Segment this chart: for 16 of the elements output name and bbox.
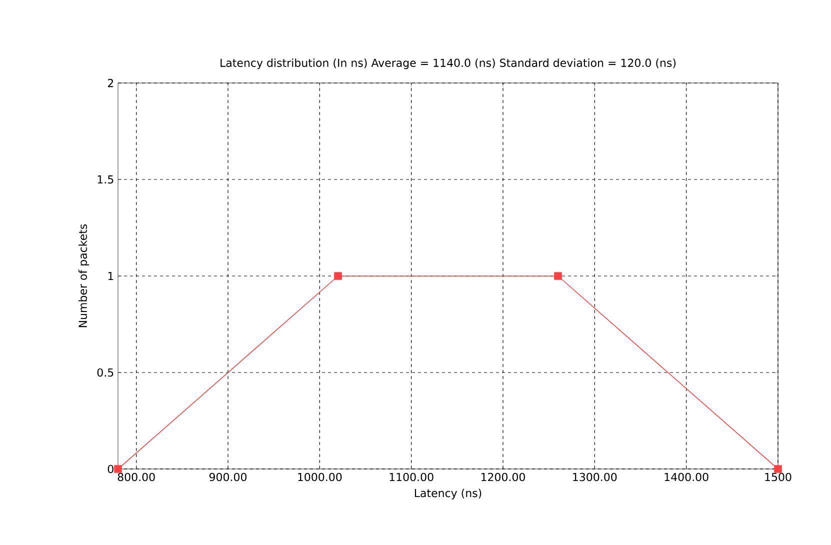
x-tick-label: 1300.00 bbox=[573, 472, 617, 482]
y-tick-label: 2 bbox=[108, 78, 114, 88]
y-tick-label: 0 bbox=[108, 464, 114, 474]
x-tick-label: 1400.00 bbox=[664, 472, 708, 482]
y-tick-label: 1 bbox=[108, 272, 114, 280]
x-axis-title: Latency (ns) bbox=[414, 488, 482, 500]
y-tick-label: 1.5 bbox=[98, 175, 114, 184]
y-tick-label: 0.5 bbox=[97, 368, 114, 377]
x-tick-label: 1100.00 bbox=[390, 472, 434, 482]
x-tick-label: 1200.00 bbox=[481, 472, 525, 482]
chart-title: Latency distribution (In ns) Average = 1140.0 (ns) Standard deviation = 120.0 (ns) bbox=[220, 58, 676, 70]
x-tick-label: 900.00 bbox=[209, 472, 246, 482]
x-tick-label: 1500 bbox=[765, 472, 792, 482]
x-tick-label: 1000.00 bbox=[298, 472, 342, 482]
y-axis-title: Number of packets bbox=[78, 224, 90, 328]
x-tick-label: 800.00 bbox=[118, 472, 155, 482]
